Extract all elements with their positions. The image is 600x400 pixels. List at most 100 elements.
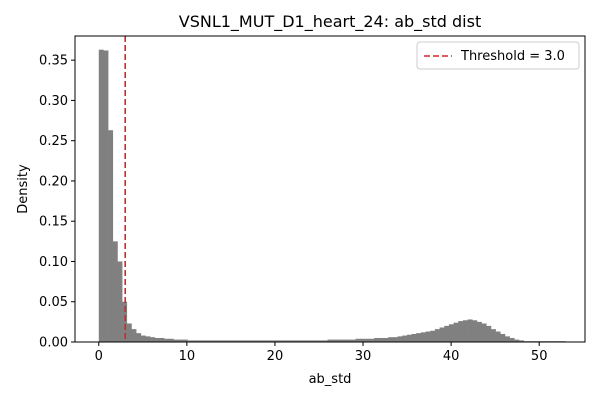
x-tick-label: 0 [95,349,103,364]
histogram-bar [154,337,160,342]
plot-frame [74,35,586,343]
y-tick-label: 0.15 [39,215,68,230]
histogram-bar [187,340,193,342]
histogram-bar [117,261,123,342]
histogram-bar [210,340,216,342]
histogram-bar [327,339,333,342]
chart-title: VSNL1_MUT_D1_heart_24: ab_std dist [179,12,481,32]
histogram-bar [462,320,468,342]
histogram-bar [280,340,286,342]
histogram-bar [112,241,118,342]
y-tick-label: 0.20 [39,174,68,189]
x-tick-label: 10 [179,349,196,364]
histogram-bar [411,333,417,342]
histogram-bar [490,329,496,342]
histogram-bar [341,339,347,342]
histogram-bar [164,338,170,342]
histogram-bar [285,340,291,342]
histogram-bar [98,49,104,342]
histogram-bar [150,337,156,342]
y-tick-label: 0.10 [39,255,68,270]
histogram-bar [416,333,422,342]
x-tick-label: 50 [531,349,548,364]
x-tick-label: 30 [355,349,372,364]
histogram-bar [308,340,314,342]
y-axis-label: Density [16,164,31,214]
histogram-bar [224,340,230,342]
histogram-bar [131,329,137,342]
histogram-bar [374,337,380,342]
histogram-bar [304,340,310,342]
histogram-bar [518,340,524,342]
histogram-bar [500,333,506,342]
x-axis-label: ab_std [309,372,352,387]
histogram-bar [453,322,459,342]
histogram-bar [350,339,356,342]
histogram-bar [313,340,319,342]
histogram-bar [234,340,240,342]
histogram-bar [476,321,482,342]
histogram-bar [140,335,146,342]
histogram-bar [266,340,272,342]
histogram-bar [290,340,296,342]
histogram-bar [276,340,282,342]
histogram-bar [430,330,436,342]
histogram-bar [220,340,226,342]
histogram-bar [173,339,179,342]
x-axis: 0 10 20 30 40 50 [95,342,548,364]
histogram-bar [262,340,268,342]
histogram-bar [397,336,403,342]
histogram-bar [378,337,384,342]
histogram-bars [98,49,566,343]
histogram-bar [271,340,277,342]
y-tick-label: 0.35 [39,54,68,69]
histogram-bar [248,340,254,342]
histogram-bar [336,339,342,342]
x-tick-label: 40 [443,349,460,364]
histogram-bar [215,340,221,342]
histogram-bar [206,340,212,342]
histogram-bar [439,327,445,342]
histogram-bar [364,338,370,342]
x-tick-label: 20 [267,349,284,364]
histogram-bar [486,325,492,342]
histogram-bar [201,340,207,342]
y-tick-label: 0.25 [39,134,68,149]
histogram-bar [346,339,352,342]
histogram-bar [257,340,263,342]
histogram-bar [467,319,473,342]
histogram-bar [472,320,478,342]
histogram-bar [178,339,184,342]
histogram-bar [126,323,132,342]
histogram-bar [122,301,128,342]
histogram-bar [192,340,198,342]
histogram-bar [332,339,338,342]
histogram-bar [448,324,454,342]
histogram-bar [420,332,426,342]
histogram-bar [481,323,487,342]
y-tick-label: 0.00 [39,336,68,351]
legend-box [416,41,580,70]
histogram-bar [509,337,515,342]
histogram-bar [299,340,305,342]
y-axis: 0.00 0.05 0.10 0.15 0.20 0.25 0.30 0.35 [39,54,75,351]
histogram-bar [322,340,328,342]
histogram-bar [360,338,366,342]
histogram-bar [392,337,398,342]
histogram-bar [103,50,109,343]
histogram-bar [238,340,244,342]
histogram-bar [294,340,300,342]
histogram-bar [182,339,188,342]
histogram-bar [252,340,258,342]
histogram-bar [318,340,324,342]
histogram-bar [243,340,249,342]
y-tick-label: 0.05 [39,295,68,310]
histogram-bar [425,331,431,342]
histogram-bar [388,337,394,342]
histogram-bar [458,321,464,342]
histogram-bar [504,336,510,342]
histogram-bar [369,338,375,342]
histogram-bar [108,130,114,342]
histogram-bar [145,336,151,342]
